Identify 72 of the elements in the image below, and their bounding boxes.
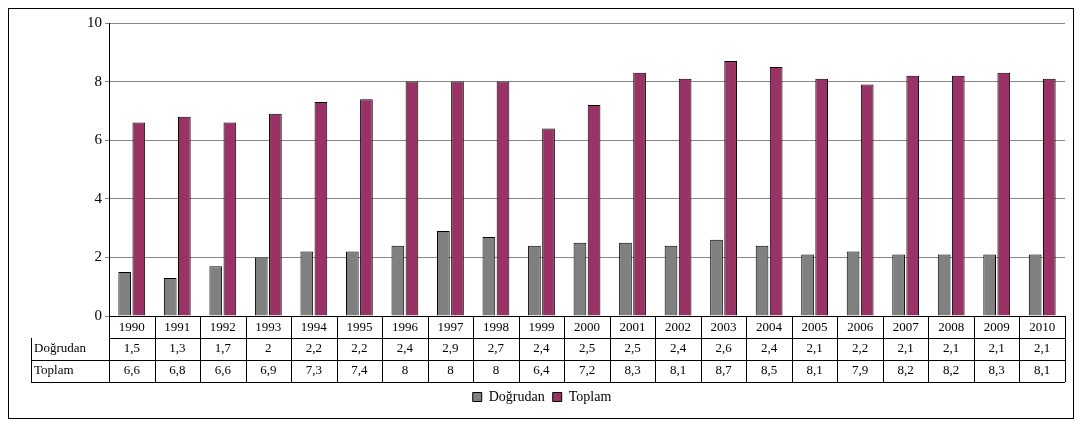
x-tick-label: 1994	[300, 319, 328, 335]
frame: Doğrudan Toplam 1990 1991 1992 1993 1994 1995 1996 1997 1998 1999 2000 2001 2002 2003 2004 2005 2006 2007 2008 2009 2010 0 2 4 6 8 10 Doğrudan 1,5 1,3 1,7 2 2,2 2,2 2,4 2,9 2,7 2,4 2,5 2,5 2,4 2,6 2,4 2,1 2,2 2,1 2,1 2,1 2,1 Toplam 6,6 6,8 6,6 6,9 7,3 7,4 8 8 8 6,4 7,2 8,3 8,1 8,7 8,5 8,1 7,9 8,2 8,2 8,3 8,1	[8, 8, 1074, 419]
data-label: 2	[265, 340, 272, 356]
data-label: 2,1	[988, 340, 1005, 356]
data-label: 2,1	[897, 340, 914, 356]
data-label: 8	[401, 362, 409, 378]
x-tick-label: 2005	[801, 319, 828, 335]
data-label: 2,4	[396, 340, 414, 356]
data-label: 1,5	[123, 340, 140, 356]
y-tick-label: 2	[94, 248, 102, 265]
data-label: 7,4	[351, 362, 369, 378]
x-tick-label: 1991	[164, 319, 191, 335]
data-label: 2,2	[351, 340, 368, 356]
x-tick-label: 1992	[209, 319, 236, 335]
y-tick-label: 6	[94, 131, 103, 148]
data-label: 8,5	[760, 362, 778, 378]
x-tick-label: 2003	[710, 319, 737, 335]
x-tick-label: 1998	[482, 319, 509, 335]
y-tick-label: 0	[94, 306, 102, 323]
data-label: 8,3	[624, 362, 641, 378]
x-tick-label: 2004	[756, 319, 783, 335]
data-label: 2,4	[533, 340, 551, 356]
data-label: 6,9	[260, 362, 277, 378]
data-label: 1,3	[169, 340, 186, 356]
data-label: 2,5	[578, 340, 596, 356]
data-label: 8	[447, 362, 454, 378]
legend-label: Doğrudan	[488, 388, 545, 404]
data-label: 2,4	[669, 340, 687, 356]
data-label: 2,9	[442, 340, 459, 356]
x-tick-label: 2007	[892, 319, 920, 335]
data-label: 2,5	[624, 340, 641, 356]
data-label: 8,7	[715, 362, 733, 378]
x-tick-label: 1993	[255, 319, 282, 335]
x-tick-label: 2010	[1029, 319, 1056, 335]
x-tick-label: 2002	[665, 319, 692, 335]
data-label: 2,1	[943, 340, 960, 356]
x-tick-label: 2008	[938, 319, 965, 335]
data-label: 7,3	[305, 362, 322, 378]
data-label: 2,2	[852, 340, 869, 356]
data-label: 6,4	[533, 362, 551, 378]
y-tick-label: 8	[94, 72, 102, 89]
data-label: 8,3	[988, 362, 1005, 378]
x-tick-label: 2001	[619, 319, 646, 335]
data-label: 2,6	[715, 340, 733, 356]
data-label: 8,2	[943, 362, 960, 378]
y-tick-label: 10	[87, 13, 102, 30]
data-label: 2,4	[760, 340, 778, 356]
data-label: 7,2	[578, 362, 596, 378]
data-label: 8,1	[669, 362, 687, 378]
x-tick-label: 2006	[847, 319, 874, 335]
data-label: 6,8	[169, 362, 186, 378]
data-label: 6,6	[214, 362, 232, 378]
x-tick-label: 1997	[437, 319, 464, 335]
x-tick-label: 1996	[391, 319, 419, 335]
data-label: 2,7	[487, 340, 505, 356]
x-tick-label: 1990	[118, 319, 145, 335]
x-tick-label: 1995	[346, 319, 373, 335]
data-label: 2,2	[305, 340, 322, 356]
x-tick-label: 2009	[983, 319, 1010, 335]
x-tick-label: 2000	[574, 319, 600, 335]
data-label: 7,9	[852, 362, 869, 378]
data-label: 8,1	[806, 362, 823, 378]
data-label: 8	[492, 362, 500, 378]
data-label: 2,1	[806, 340, 823, 356]
y-tick-label: 4	[94, 189, 103, 206]
data-label: 6,6	[123, 362, 141, 378]
data-label: 1,7	[214, 340, 232, 356]
legend-label: Toplam	[568, 388, 612, 404]
data-label: 8,1	[1034, 362, 1051, 378]
data-label: 8,2	[897, 362, 914, 378]
data-label: 2,1	[1034, 340, 1051, 356]
x-tick-label: 1999	[528, 319, 555, 335]
